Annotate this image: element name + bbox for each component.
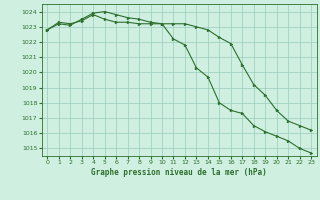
X-axis label: Graphe pression niveau de la mer (hPa): Graphe pression niveau de la mer (hPa) xyxy=(91,168,267,177)
